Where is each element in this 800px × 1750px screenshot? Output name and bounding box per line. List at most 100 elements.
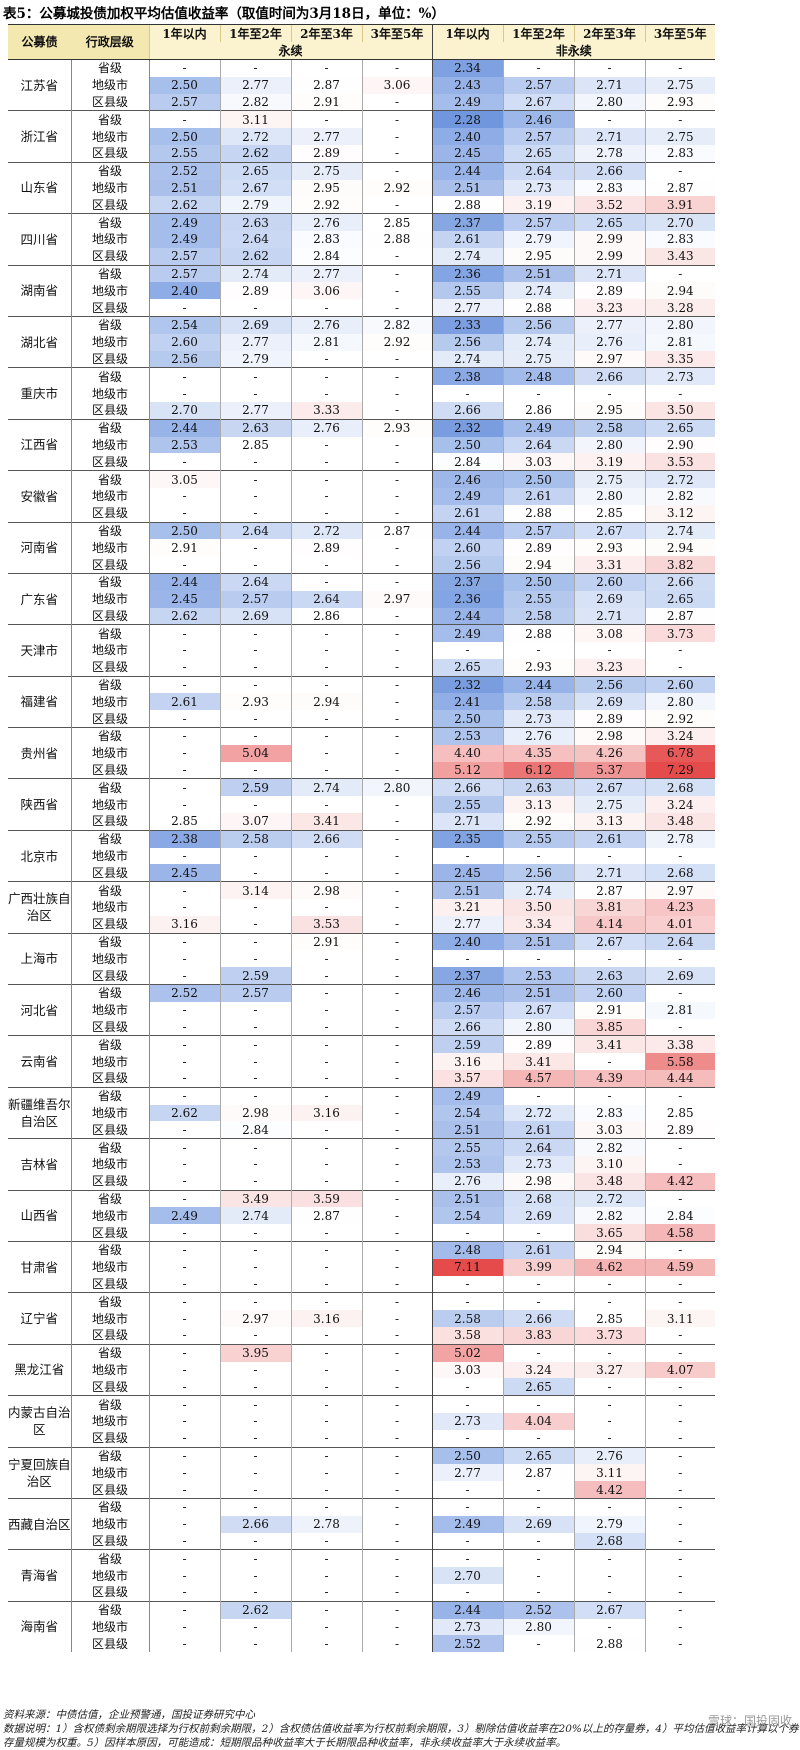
table-row: 地级市 2.49 2.64 2.83 2.88 2.61 2.79 2.99 2.83 xyxy=(8,230,715,248)
yield-cell: 2.66 xyxy=(431,401,503,420)
table-row: 陕西省 省级 -2.59 2.74 2.80 2.66 2.63 2.67 2.68 xyxy=(8,778,715,831)
yield-cell: - xyxy=(361,1156,432,1173)
yield-cell: 3.10 xyxy=(573,1156,645,1173)
admin-level-label: 地级市 xyxy=(71,128,150,145)
yield-cell: 2.85 xyxy=(644,1104,715,1122)
admin-level-label: 地级市 xyxy=(71,1567,150,1584)
yield-cell: - xyxy=(290,1156,362,1173)
yield-cell: - xyxy=(573,1583,645,1602)
yield-cell: 2.87 xyxy=(361,521,432,540)
yield-cell: - xyxy=(148,1156,220,1173)
yield-cell: - xyxy=(148,950,220,968)
province-label: 广东省 xyxy=(8,572,72,625)
yield-cell: 3.08 xyxy=(573,624,645,643)
yield-cell: - xyxy=(502,1583,574,1602)
yield-cell: - xyxy=(219,504,291,523)
yield-cell: 2.75 xyxy=(573,796,645,814)
yield-cell: 2.94 xyxy=(573,1240,645,1259)
yield-cell: - xyxy=(148,1464,220,1482)
table-row: 西藏自治区 省级 - - - - - - - - xyxy=(8,1497,715,1550)
yield-cell: 2.88 xyxy=(502,299,574,317)
yield-cell: - xyxy=(219,727,291,745)
yield-cell: - xyxy=(219,847,291,865)
yield-cell: - xyxy=(148,110,220,129)
admin-level-label: 区县级 xyxy=(71,401,150,420)
yield-cell: - xyxy=(361,264,432,283)
admin-level-label: 省级 xyxy=(71,470,150,488)
yield-cell: 3.91 xyxy=(644,196,715,214)
yield-cell: 2.89 xyxy=(219,282,291,300)
admin-level-label: 地级市 xyxy=(71,230,150,248)
yield-cell: - xyxy=(219,1378,291,1396)
yield-cell: - xyxy=(219,1497,291,1516)
yield-cell: - xyxy=(148,1429,220,1448)
yield-cell: 3.16 xyxy=(148,915,220,934)
yield-cell: 2.77 xyxy=(431,299,503,317)
province-label: 云南省 xyxy=(8,1035,72,1088)
yield-cell: - xyxy=(361,1515,432,1533)
yield-cell: - xyxy=(502,1224,574,1242)
table-row: 区县级 2.57 2.82 2.91-2.49 2.67 2.80 2.93 xyxy=(8,93,715,111)
admin-level-label: 省级 xyxy=(71,932,150,951)
yield-cell: - xyxy=(361,829,432,848)
header-non-perpetual: 非永续 xyxy=(431,42,715,60)
yield-cell: - xyxy=(644,1395,715,1413)
table-row: 区县级 - - - -2.77 2.88 3.23 3.28 xyxy=(8,299,715,317)
yield-cell: - xyxy=(290,453,362,471)
yield-cell: 2.28 xyxy=(431,110,503,129)
yield-cell: 2.61 xyxy=(431,504,503,523)
province-label: 陕西省 xyxy=(8,778,72,831)
yield-cell: 2.49 xyxy=(148,1207,220,1225)
admin-level-label: 地级市 xyxy=(71,1361,150,1379)
yield-cell: - xyxy=(361,58,432,77)
yield-cell: 2.80 xyxy=(644,315,715,334)
yield-cell: - xyxy=(290,744,362,762)
admin-level-label: 区县级 xyxy=(71,1224,150,1242)
yield-cell: - xyxy=(219,1292,291,1311)
yield-cell: - xyxy=(573,1412,645,1430)
yield-cell: 2.46 xyxy=(431,470,503,488)
yield-cell: 3.24 xyxy=(644,796,715,814)
yield-cell: 2.67 xyxy=(573,932,645,951)
yield-cell: - xyxy=(219,1583,291,1602)
yield-cell: 2.49 xyxy=(431,1515,503,1533)
yield-cell: 2.51 xyxy=(431,881,503,900)
yield-cell: - xyxy=(219,950,291,968)
yield-cell: - xyxy=(361,1086,432,1105)
yield-cell: 2.71 xyxy=(573,607,645,625)
yield-cell: 2.75 xyxy=(644,76,715,94)
admin-level-label: 区县级 xyxy=(71,453,150,471)
yield-cell: 3.34 xyxy=(502,915,574,934)
yield-cell: 3.35 xyxy=(644,350,715,368)
yield-cell: 4.42 xyxy=(573,1481,645,1499)
table-row: 地级市 - - - -3.16 3.41-5.58 xyxy=(8,1053,715,1071)
header-term: 3年至5年 xyxy=(361,24,432,42)
yield-cell: 2.87 xyxy=(502,1464,574,1482)
yield-cell: - xyxy=(290,1292,362,1311)
yield-cell: 2.44 xyxy=(502,675,574,694)
yield-cell: - xyxy=(148,761,220,779)
yield-cell: 2.64 xyxy=(219,521,291,540)
yield-cell: - xyxy=(148,1635,220,1653)
yield-cell: 2.97 xyxy=(644,881,715,900)
table-row: 区县级 2.62 2.69 2.86-2.44 2.58 2.71 2.87 xyxy=(8,607,715,625)
yield-cell: 2.65 xyxy=(431,658,503,677)
yield-cell: 4.59 xyxy=(644,1258,715,1276)
yield-cell: - xyxy=(290,487,362,505)
table-row: 地级市 2.61 2.93 2.94-2.41 2.58 2.69 2.80 xyxy=(8,693,715,711)
yield-cell: 3.19 xyxy=(573,453,645,471)
yield-cell: - xyxy=(361,1532,432,1550)
yield-cell: 2.44 xyxy=(431,161,503,180)
yield-cell: 2.67 xyxy=(219,179,291,197)
yield-cell: - xyxy=(644,1378,715,1396)
yield-cell: 2.93 xyxy=(219,693,291,711)
table-row: 江西省 省级 2.44 2.63 2.76 2.93 2.32 2.49 2.58 2.65 xyxy=(8,418,715,471)
province-label: 甘肃省 xyxy=(8,1240,72,1293)
yield-cell: 2.74 xyxy=(290,778,362,797)
yield-cell: 2.56 xyxy=(573,675,645,694)
yield-cell: 2.74 xyxy=(502,282,574,300)
admin-level-label: 省级 xyxy=(71,264,150,283)
yield-cell: - xyxy=(290,367,362,386)
yield-cell: 2.89 xyxy=(502,1035,574,1054)
yield-cell: - xyxy=(219,1464,291,1482)
